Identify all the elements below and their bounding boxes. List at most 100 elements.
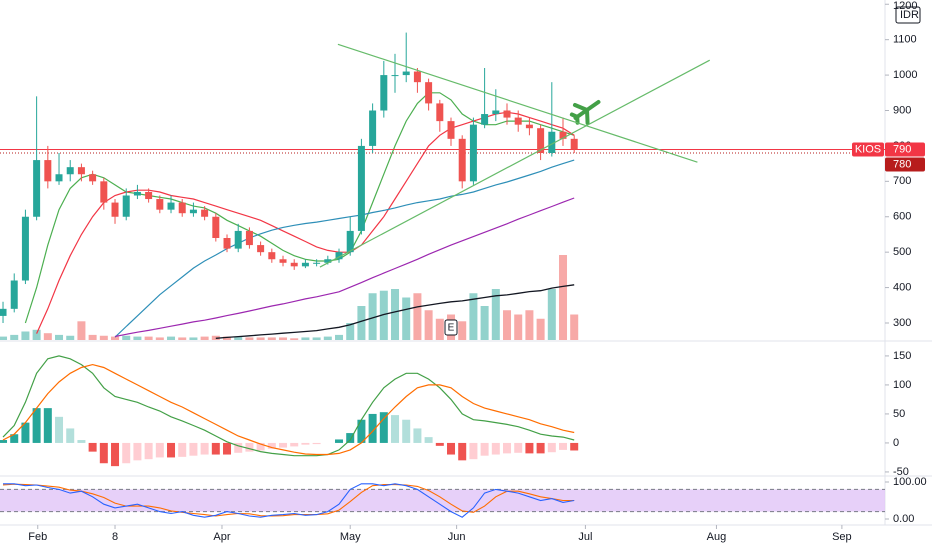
volume-bar bbox=[290, 338, 299, 340]
macd-histogram-bar bbox=[111, 442, 120, 467]
y-tick-label: 900 bbox=[893, 104, 911, 116]
candle-body bbox=[55, 174, 63, 182]
volume-bar bbox=[570, 314, 579, 340]
candle-body bbox=[122, 195, 130, 217]
y-tick-label: 500 bbox=[893, 246, 911, 258]
volume-bar bbox=[514, 314, 523, 340]
volume-bar bbox=[503, 310, 512, 340]
price-tag-label: 790 bbox=[893, 143, 911, 155]
macd-histogram-bar bbox=[357, 419, 366, 443]
volume-bar bbox=[267, 337, 276, 340]
macd-histogram-bar bbox=[346, 433, 355, 443]
candle-body bbox=[279, 259, 287, 263]
macd-histogram-bar bbox=[447, 442, 456, 455]
macd-histogram-bar bbox=[525, 442, 534, 454]
macd-histogram-bar bbox=[391, 415, 400, 443]
candle-body bbox=[570, 138, 578, 150]
macd-histogram-bar bbox=[402, 419, 411, 443]
trendline bbox=[319, 59, 711, 268]
airplane-icon bbox=[569, 99, 601, 126]
macd-histogram-bar bbox=[469, 442, 478, 460]
macd-histogram-bar bbox=[77, 440, 86, 443]
macd-histogram-bar bbox=[155, 442, 164, 458]
macd-histogram-bar bbox=[267, 442, 276, 449]
candle-body bbox=[10, 280, 18, 309]
volume-bar bbox=[223, 336, 232, 340]
macd-histogram-bar bbox=[379, 412, 388, 443]
y-tick-label: 150 bbox=[893, 350, 911, 362]
candle-body bbox=[324, 259, 332, 263]
candle-body bbox=[44, 160, 52, 182]
price-tag-label: 780 bbox=[893, 158, 911, 170]
macd-histogram-bar bbox=[32, 408, 41, 443]
volume-bar bbox=[189, 337, 198, 340]
candle-body bbox=[21, 216, 29, 281]
candle-body bbox=[133, 191, 141, 196]
price-tag bbox=[885, 142, 925, 157]
macd-histogram-bar bbox=[503, 442, 512, 454]
macd-histogram-bar bbox=[312, 442, 321, 445]
macd-histogram-bar bbox=[223, 442, 232, 455]
volume-bar bbox=[402, 297, 411, 340]
candle-body bbox=[514, 117, 522, 125]
volume-bar bbox=[480, 306, 489, 340]
candle-body bbox=[145, 191, 153, 200]
macd-histogram-bar bbox=[234, 442, 243, 453]
macd-histogram-bar bbox=[189, 442, 198, 456]
volume-bar bbox=[66, 335, 75, 340]
price-tag bbox=[885, 157, 925, 172]
macd-histogram-bar bbox=[368, 413, 377, 443]
trendline bbox=[337, 43, 698, 163]
volume-ma bbox=[215, 284, 575, 339]
macd-histogram-bar bbox=[491, 442, 500, 455]
macd-histogram-bar bbox=[133, 442, 142, 461]
candle-body bbox=[77, 167, 85, 175]
volume-bar bbox=[469, 293, 478, 340]
x-tick-label: May bbox=[340, 531, 361, 543]
candle-body bbox=[290, 262, 298, 267]
macd-histogram-bar bbox=[144, 442, 153, 460]
macd-histogram-bar bbox=[122, 442, 131, 464]
candle-body bbox=[167, 202, 175, 210]
candle-body bbox=[335, 252, 343, 260]
y-tick-label: 0 bbox=[893, 437, 899, 449]
candle-body bbox=[469, 124, 477, 182]
candle-body bbox=[425, 82, 433, 104]
macd-histogram-bar bbox=[279, 442, 288, 448]
candle-body bbox=[413, 71, 421, 83]
macd-histogram-bar bbox=[458, 442, 467, 461]
moving-average bbox=[114, 197, 575, 338]
macd-histogram-bar bbox=[0, 440, 8, 443]
volume-bar bbox=[379, 290, 388, 340]
macd-histogram-bar bbox=[99, 442, 108, 464]
macd-histogram-bar bbox=[21, 422, 30, 443]
y-tick-label: 1000 bbox=[893, 69, 917, 81]
volume-bar bbox=[178, 337, 187, 340]
candle-body bbox=[346, 230, 354, 253]
volume-bar bbox=[99, 335, 108, 340]
macd-histogram-bar bbox=[200, 442, 209, 455]
macd-histogram-bar bbox=[559, 442, 568, 450]
currency-label: IDR bbox=[900, 9, 919, 21]
volume-bar bbox=[200, 336, 209, 340]
x-tick-label: Jul bbox=[578, 531, 592, 543]
macd-histogram-bar bbox=[10, 434, 19, 443]
macd-histogram-bar bbox=[245, 442, 254, 452]
volume-bar bbox=[88, 334, 97, 340]
y-tick-label: 300 bbox=[893, 317, 911, 329]
y-tick-label: 100 bbox=[893, 379, 911, 391]
volume-bar bbox=[368, 293, 377, 340]
candle-body bbox=[313, 262, 321, 264]
volume-bar bbox=[21, 331, 30, 340]
macd-histogram-bar bbox=[424, 437, 433, 443]
earnings-box bbox=[444, 319, 458, 336]
macd-histogram-bar bbox=[480, 442, 489, 456]
volume-bar bbox=[55, 334, 64, 340]
macd-histogram-bar bbox=[536, 442, 545, 454]
candle-body bbox=[447, 121, 455, 139]
x-tick-label: 8 bbox=[112, 531, 118, 543]
volume-bar bbox=[323, 336, 332, 340]
candle-body bbox=[402, 71, 410, 76]
x-tick-label: Jun bbox=[448, 531, 466, 543]
volume-bar bbox=[391, 289, 400, 340]
